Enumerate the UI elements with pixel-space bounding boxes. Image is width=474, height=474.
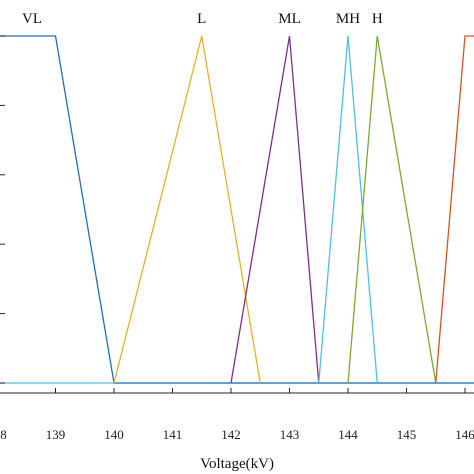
series-label-ml: ML bbox=[278, 11, 301, 27]
series-line-h bbox=[347, 35, 437, 384]
series-line-vl bbox=[0, 35, 474, 384]
series-line-mh bbox=[318, 35, 378, 384]
x-tick-label-143: 143 bbox=[280, 427, 300, 442]
x-tick-label-139: 139 bbox=[46, 427, 66, 442]
series-label-mh: MH bbox=[336, 11, 360, 27]
series-line-l bbox=[113, 35, 261, 384]
x-tick-label-138: 138 bbox=[0, 427, 7, 442]
series-label-vl: VL bbox=[22, 11, 42, 27]
x-tick-label-144: 144 bbox=[338, 427, 358, 442]
series-label-h: H bbox=[372, 11, 383, 27]
series-label-l: L bbox=[197, 11, 206, 27]
series-line-ml bbox=[230, 35, 320, 384]
x-tick-label-146: 146 bbox=[455, 427, 474, 442]
series-line-series-6 bbox=[435, 35, 474, 384]
x-tick-label-140: 140 bbox=[104, 427, 124, 442]
x-tick-label-141: 141 bbox=[163, 427, 183, 442]
x-tick-label-145: 145 bbox=[397, 427, 417, 442]
x-tick-label-142: 142 bbox=[221, 427, 241, 442]
x-axis-title: Voltage(kV) bbox=[200, 456, 274, 472]
